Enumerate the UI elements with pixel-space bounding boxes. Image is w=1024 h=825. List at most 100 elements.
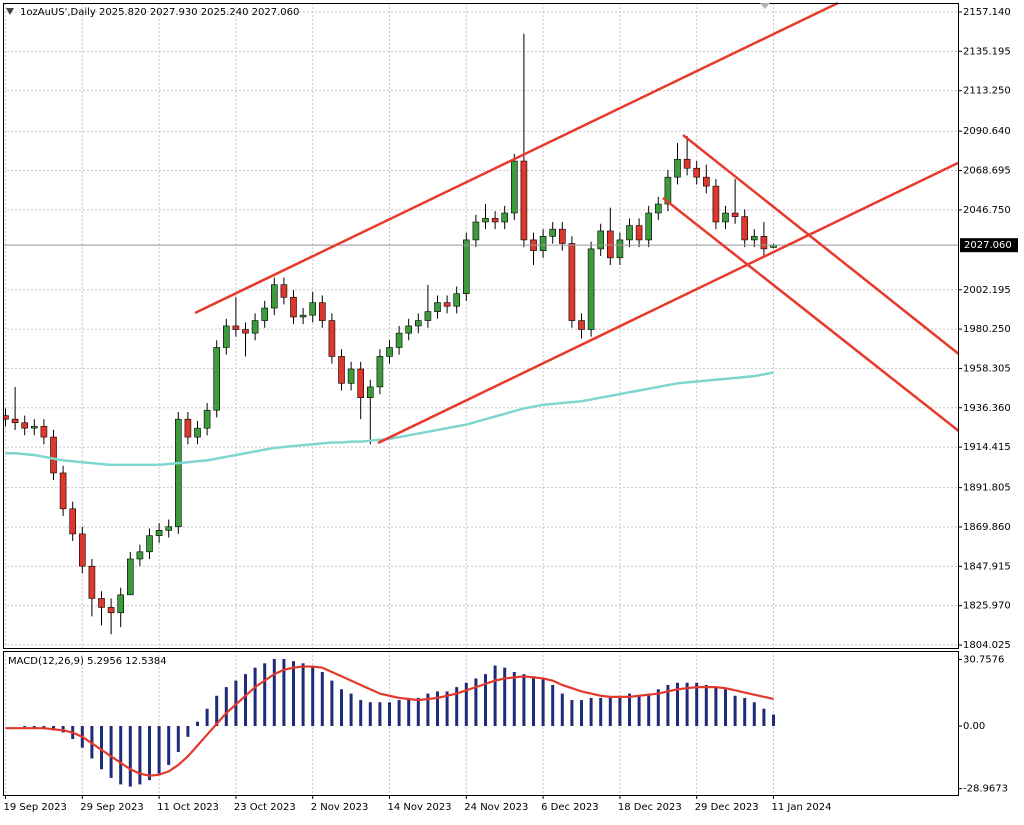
macd-bar	[397, 700, 401, 727]
menu-icon	[6, 8, 14, 15]
x-tick-label: 19 Sep 2023	[4, 802, 67, 813]
shift-marker	[760, 3, 770, 9]
candle-body	[117, 594, 124, 614]
last-price-label: 2027.060	[964, 240, 1012, 251]
candle-body	[194, 427, 201, 438]
last-price-box	[960, 238, 1018, 253]
macd-bar	[685, 682, 689, 727]
grid	[3, 3, 958, 795]
macd-bar	[186, 726, 190, 737]
y-tick-label: 1869.860	[963, 522, 1011, 533]
candle-body	[405, 325, 413, 334]
candle-body	[69, 508, 76, 535]
candle-body	[357, 368, 365, 398]
macd-bar	[128, 726, 132, 787]
trend-line	[662, 197, 961, 433]
candle-body	[424, 311, 432, 321]
y-tick-label: 1847.915	[963, 561, 1011, 572]
candle-body	[722, 212, 729, 223]
candle-body	[242, 329, 249, 334]
macd-bar	[263, 663, 267, 727]
macd-bar	[282, 659, 286, 727]
macd-bar	[695, 682, 699, 727]
y-tick-label: 2113.250	[963, 86, 1011, 97]
candle-body	[731, 212, 739, 217]
macd-bar	[647, 693, 651, 727]
macd-bar	[388, 702, 391, 727]
macd-bar	[724, 689, 727, 727]
price-pane-frame	[3, 3, 959, 649]
candle-body	[395, 332, 403, 348]
macd-bar	[599, 697, 603, 727]
candle-body	[414, 320, 422, 327]
macd-bar	[608, 697, 612, 727]
macd-bar	[714, 687, 718, 727]
macd-bar	[618, 695, 622, 727]
macd-bar	[560, 693, 564, 727]
candle-body	[376, 356, 384, 388]
macd-bar	[522, 674, 526, 727]
candle-body	[366, 386, 374, 398]
y-tick-label: -28.9673	[963, 784, 1008, 795]
macd-bar	[330, 680, 334, 727]
y-tick-label: 1891.805	[963, 483, 1011, 494]
y-tick-label: 1980.250	[963, 324, 1011, 335]
signal-line	[5, 665, 774, 777]
candle-body	[280, 284, 288, 298]
x-tick-label: 6 Dec 2023	[541, 802, 599, 813]
candle-body	[664, 176, 672, 205]
candle-body	[702, 176, 710, 187]
macd-bar	[570, 700, 574, 727]
trend-line	[682, 134, 961, 356]
macd-bar	[272, 659, 276, 727]
candle-body	[568, 243, 576, 321]
macd-bar	[368, 702, 372, 727]
candle-body	[472, 221, 480, 241]
x-tick-label: 18 Dec 2023	[618, 802, 682, 813]
candle-body	[712, 185, 720, 223]
candle-body	[558, 228, 566, 244]
macd-bar	[359, 700, 363, 727]
macd-bar	[436, 691, 439, 727]
candle-body	[549, 228, 557, 237]
chart-title: 1ozAuUS',Daily 2025.820 2027.930 2025.24…	[20, 7, 299, 18]
candle-body	[587, 248, 595, 330]
candle-body	[59, 472, 67, 510]
macd-bar	[551, 684, 555, 727]
macd-bar	[119, 726, 123, 785]
y-tick-label: 1804.025	[963, 640, 1011, 651]
candle-body	[462, 239, 470, 294]
candle-body	[21, 422, 29, 429]
macd-bar	[455, 687, 459, 727]
y-tick-label: 1936.360	[963, 403, 1011, 414]
macd-bar	[301, 663, 305, 727]
candle-body	[683, 158, 691, 169]
candle-body	[184, 418, 192, 438]
macd-bar	[656, 689, 660, 727]
macd-bar	[474, 678, 478, 727]
candle-body	[318, 302, 326, 321]
candle-body	[88, 565, 96, 599]
macd-bar	[666, 684, 670, 727]
trend-lines	[194, 1, 961, 445]
macd-bar	[109, 726, 113, 778]
macd-bar	[493, 665, 497, 727]
candle-body	[136, 551, 144, 560]
candle-body	[40, 426, 48, 438]
candle-body	[626, 225, 633, 241]
candle-body	[635, 225, 643, 241]
macd-bar	[503, 667, 507, 727]
candle-body	[290, 296, 297, 318]
y-tick-label: 30.7576	[963, 655, 1004, 666]
macd-bar	[253, 667, 257, 727]
y-tick-label: 1825.970	[963, 601, 1011, 612]
x-tick-label: 24 Nov 2023	[464, 802, 528, 813]
macd-bar	[320, 671, 324, 727]
candle-body	[146, 535, 153, 553]
macd-bar	[541, 678, 545, 727]
candle-body	[510, 160, 518, 214]
macd-bar	[244, 674, 247, 727]
moving-average-line	[5, 371, 774, 467]
macd-bar	[100, 726, 103, 770]
